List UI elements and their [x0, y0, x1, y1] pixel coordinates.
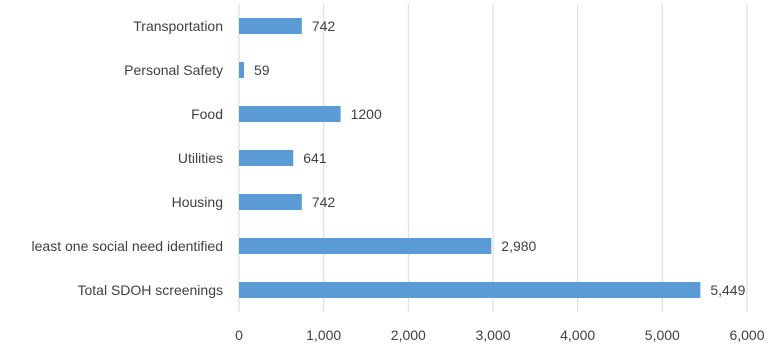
data-label: 742	[312, 194, 336, 210]
data-label: 742	[312, 18, 336, 34]
gridlines	[238, 4, 748, 312]
data-label: 5,449	[710, 282, 745, 298]
data-label: 641	[303, 150, 327, 166]
data-label: 1200	[351, 106, 382, 122]
x-tick-label: 6,000	[729, 327, 764, 343]
bars	[239, 18, 701, 298]
x-tick-label: 4,000	[560, 327, 595, 343]
bar	[239, 18, 302, 34]
x-tick-label: 1,000	[306, 327, 341, 343]
bar	[239, 62, 244, 78]
bar	[239, 238, 492, 254]
data-label: 59	[254, 62, 270, 78]
category-label: Total SDOH screenings	[77, 282, 223, 298]
x-tick-label: 5,000	[645, 327, 680, 343]
category-label: Transportation	[133, 18, 223, 34]
x-tick-label: 0	[235, 327, 243, 343]
x-tick-label: 3,000	[475, 327, 510, 343]
data-label: 2,980	[501, 238, 536, 254]
data-labels: 742 59 1200 641 742 2,980 5,449	[254, 18, 746, 298]
category-label: least one social need identified	[32, 238, 223, 254]
category-label: Food	[191, 106, 223, 122]
bar	[239, 282, 701, 298]
category-label: Personal Safety	[124, 62, 223, 78]
x-tick-labels: 0 1,000 2,000 3,000 4,000 5,000 6,000	[235, 327, 765, 343]
category-label: Housing	[172, 194, 223, 210]
category-label: Utilities	[178, 150, 223, 166]
bar	[239, 106, 341, 122]
bar	[239, 194, 302, 210]
category-labels: Transportation Personal Safety Food Utiliti…	[32, 18, 223, 298]
x-tick-label: 2,000	[391, 327, 426, 343]
bar	[239, 150, 294, 166]
